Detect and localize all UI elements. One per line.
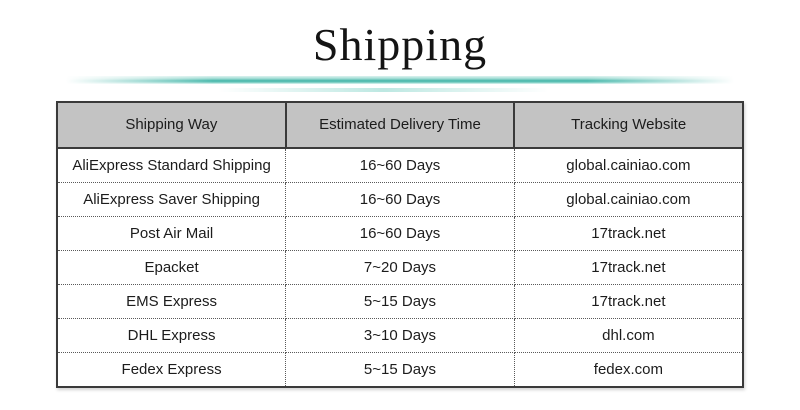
table-row: Epacket 7~20 Days 17track.net xyxy=(56,249,744,285)
table-row: Post Air Mail 16~60 Days 17track.net xyxy=(56,215,744,251)
column-header-tracking-website: Tracking Website xyxy=(513,100,744,149)
delivery-time-cell: 3~10 Days xyxy=(285,317,515,353)
shipping-way-cell: AliExpress Standard Shipping xyxy=(56,146,287,183)
shipping-way-cell: EMS Express xyxy=(56,283,287,319)
shipping-way-cell: AliExpress Saver Shipping xyxy=(56,181,287,217)
tracking-website-cell: 17track.net xyxy=(513,215,744,251)
tracking-website-cell: dhl.com xyxy=(513,317,744,353)
delivery-time-cell: 16~60 Days xyxy=(285,146,515,183)
tracking-website-cell: 17track.net xyxy=(513,283,744,319)
table-row: AliExpress Standard Shipping 16~60 Days … xyxy=(56,146,744,183)
column-header-delivery-time: Estimated Delivery Time xyxy=(284,100,516,149)
shipping-way-cell: Post Air Mail xyxy=(56,215,287,251)
tracking-website-cell: 17track.net xyxy=(513,249,744,285)
shipping-table-header: Shipping Way Estimated Delivery Time Tra… xyxy=(56,100,744,149)
table-row: DHL Express 3~10 Days dhl.com xyxy=(56,317,744,353)
column-header-shipping-way: Shipping Way xyxy=(56,100,287,149)
tracking-website-cell: global.cainiao.com xyxy=(513,181,744,217)
table-row: EMS Express 5~15 Days 17track.net xyxy=(56,283,744,319)
table-row: Fedex Express 5~15 Days fedex.com xyxy=(56,351,744,388)
delivery-time-cell: 7~20 Days xyxy=(285,249,515,285)
delivery-time-cell: 5~15 Days xyxy=(285,351,515,388)
header-row: Shipping Way Estimated Delivery Time Tra… xyxy=(56,100,744,149)
shipping-way-cell: Fedex Express xyxy=(56,351,287,388)
page-title: Shipping xyxy=(312,19,488,70)
table-row: AliExpress Saver Shipping 16~60 Days glo… xyxy=(56,181,744,217)
delivery-time-cell: 5~15 Days xyxy=(285,283,515,319)
title-divider xyxy=(66,75,734,84)
delivery-time-cell: 16~60 Days xyxy=(285,181,515,217)
shipping-table-body: AliExpress Standard Shipping 16~60 Days … xyxy=(56,146,744,388)
delivery-time-cell: 16~60 Days xyxy=(285,215,515,251)
shipping-way-cell: Epacket xyxy=(56,249,287,285)
tracking-website-cell: global.cainiao.com xyxy=(513,146,744,183)
tracking-website-cell: fedex.com xyxy=(513,351,744,388)
shipping-table: Shipping Way Estimated Delivery Time Tra… xyxy=(56,100,744,388)
shipping-way-cell: DHL Express xyxy=(56,317,287,353)
